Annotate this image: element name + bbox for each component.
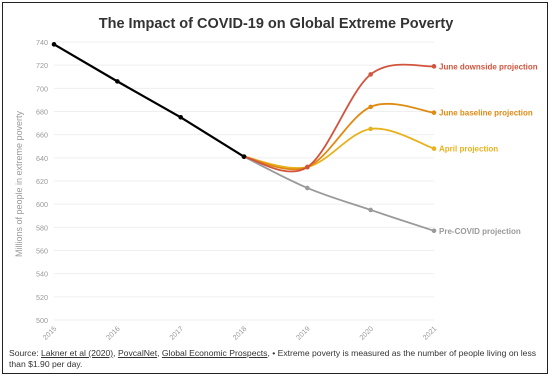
series-label-pre-covid-projection: Pre-COVID projection bbox=[439, 227, 521, 236]
y-tick-label: 500 bbox=[36, 316, 48, 325]
y-tick-label: 560 bbox=[36, 247, 48, 256]
y-tick-label: 620 bbox=[36, 177, 48, 186]
source-definition: , • Extreme poverty is measured as the n… bbox=[9, 348, 537, 369]
series-label-june-downside-projection: June downside projection bbox=[439, 62, 538, 71]
series-line-june-downside-projection bbox=[243, 63, 435, 173]
series-line-historical bbox=[53, 43, 245, 158]
gridlines bbox=[54, 41, 434, 321]
data-point-june-downside-projection[interactable] bbox=[305, 164, 310, 170]
y-tick-label: 740 bbox=[36, 38, 48, 47]
chart-title: The Impact of COVID-19 on Global Extreme… bbox=[99, 16, 454, 32]
y-tick-label: 600 bbox=[36, 200, 48, 209]
data-point-june-baseline-projection[interactable] bbox=[368, 104, 373, 110]
series-label-april-projection: April projection bbox=[439, 145, 498, 154]
data-point-june-downside-projection[interactable] bbox=[431, 64, 437, 69]
data-point-historical[interactable] bbox=[51, 42, 57, 47]
y-axis-ticks: 500 520 540 560 580 600 620 640 660 680 700 720 740 bbox=[36, 38, 48, 325]
data-point-historical[interactable] bbox=[178, 114, 183, 120]
data-point-april-projection[interactable] bbox=[431, 146, 437, 151]
source-link-gep[interactable]: Global Economic Prospects bbox=[161, 348, 268, 358]
data-point-june-baseline-projection[interactable] bbox=[431, 110, 437, 115]
x-tick-label: 2015 bbox=[41, 324, 59, 342]
x-tick-label: 2019 bbox=[294, 324, 312, 342]
source-note: Source: Lakner et al (2020), PovcalNet, … bbox=[9, 348, 547, 370]
series-line-pre-covid-projection bbox=[243, 155, 435, 232]
series-labels: Pre-COVID projection April projection June… bbox=[439, 62, 538, 235]
source-prefix: Source: bbox=[9, 348, 42, 358]
y-tick-label: 520 bbox=[36, 293, 48, 302]
x-tick-label: 2018 bbox=[231, 324, 249, 342]
y-tick-label: 720 bbox=[36, 61, 48, 70]
x-axis-ticks: 2015 2016 2017 2018 2019 2020 2021 bbox=[41, 324, 439, 342]
y-axis-label: Millions of people in extreme poverty bbox=[14, 110, 24, 257]
series-label-june-baseline-projection: June baseline projection bbox=[439, 109, 533, 118]
line-chart: The Impact of COVID-19 on Global Extreme… bbox=[14, 16, 538, 342]
series-line-june-baseline-projection bbox=[243, 102, 435, 171]
y-tick-label: 540 bbox=[36, 270, 48, 279]
series-lines bbox=[51, 42, 437, 234]
data-point-pre-covid-projection[interactable] bbox=[431, 228, 437, 234]
y-tick-label: 680 bbox=[36, 108, 48, 117]
y-tick-label: 580 bbox=[36, 223, 48, 232]
x-tick-label: 2016 bbox=[104, 324, 122, 342]
data-point-pre-covid-projection[interactable] bbox=[305, 185, 310, 191]
source-sep: , bbox=[157, 348, 162, 358]
chart-frame: The Impact of COVID-19 on Global Extreme… bbox=[2, 2, 548, 374]
x-tick-label: 2020 bbox=[357, 324, 375, 342]
x-tick-label: 2021 bbox=[421, 324, 439, 342]
data-point-pre-covid-projection[interactable] bbox=[368, 207, 373, 213]
x-tick-label: 2017 bbox=[167, 324, 185, 342]
y-tick-label: 700 bbox=[36, 84, 48, 93]
data-point-historical[interactable] bbox=[241, 154, 247, 159]
series-line-april-projection bbox=[243, 127, 435, 169]
data-point-historical[interactable] bbox=[115, 79, 120, 84]
data-point-june-downside-projection[interactable] bbox=[368, 72, 373, 77]
y-tick-label: 660 bbox=[36, 131, 48, 140]
source-sep: , bbox=[113, 348, 118, 358]
data-point-april-projection[interactable] bbox=[368, 126, 373, 132]
source-link-lakner[interactable]: Lakner et al (2020) bbox=[41, 348, 114, 358]
y-tick-label: 640 bbox=[36, 154, 48, 163]
source-link-povcalnet[interactable]: PovcalNet bbox=[117, 348, 158, 358]
